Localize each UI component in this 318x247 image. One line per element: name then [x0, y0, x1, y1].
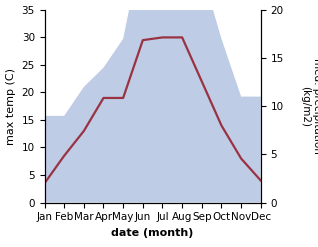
- Y-axis label: med. precipitation
(kg/m2): med. precipitation (kg/m2): [301, 58, 318, 154]
- X-axis label: date (month): date (month): [111, 228, 194, 238]
- Y-axis label: max temp (C): max temp (C): [6, 68, 16, 145]
